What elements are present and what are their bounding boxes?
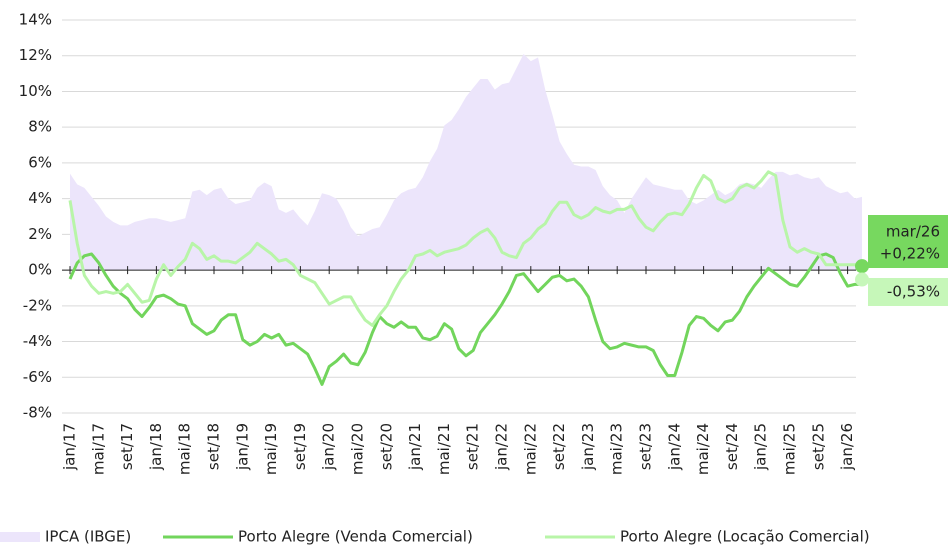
- y-tick-label: -2%: [23, 296, 52, 314]
- x-tick-label: jan/20: [320, 423, 338, 471]
- x-tick-label: mai/21: [435, 423, 453, 475]
- annotation-label: +0,22%: [880, 245, 940, 263]
- legend-label: Porto Alegre (Locação Comercial): [620, 528, 870, 546]
- x-tick-label: set/22: [550, 423, 568, 470]
- x-tick-label: set/21: [464, 423, 482, 470]
- x-tick-label: jan/23: [579, 423, 597, 471]
- annotation-label: -0,53%: [887, 283, 940, 301]
- annotation-date: mar/26: [886, 223, 940, 241]
- x-tick-label: jan/19: [233, 423, 251, 471]
- x-tick-label: set/24: [723, 423, 741, 470]
- area: [70, 53, 862, 271]
- x-tick-label: mai/20: [349, 423, 367, 475]
- annotation-box: [868, 278, 948, 306]
- annotation-point: [855, 272, 869, 287]
- x-tick-label: mai/18: [176, 423, 194, 475]
- x-tick-label: mai/19: [262, 423, 280, 475]
- y-tick-label: 2%: [28, 225, 52, 243]
- x-tick-label: jan/26: [838, 423, 856, 471]
- x-tick-label: set/25: [809, 423, 827, 470]
- x-tick-label: mai/25: [781, 423, 799, 475]
- x-tick-label: set/23: [637, 423, 655, 470]
- y-tick-label: 14%: [19, 11, 52, 29]
- x-tick-label: jan/21: [406, 423, 424, 471]
- x-tick-label: jan/24: [665, 423, 683, 471]
- x-tick-label: set/20: [377, 423, 395, 470]
- x-tick-label: jan/17: [61, 423, 79, 471]
- y-tick-label: -4%: [23, 332, 52, 350]
- annotation-point: [855, 259, 869, 274]
- x-tick-label: set/18: [205, 423, 223, 470]
- x-tick-label: mai/22: [521, 423, 539, 475]
- y-tick-label: -8%: [23, 404, 52, 422]
- x-tick-label: set/17: [118, 423, 136, 470]
- y-tick-label: 10%: [19, 82, 52, 100]
- line: [68, 252, 862, 386]
- x-tick-label: mai/24: [694, 423, 712, 475]
- annotation-box: [868, 215, 948, 268]
- x-tick-label: set/19: [291, 423, 309, 470]
- x-tick-label: jan/18: [147, 423, 165, 471]
- y-tick-label: 8%: [28, 118, 52, 136]
- x-tick-label: mai/23: [608, 423, 626, 475]
- y-tick-label: 4%: [28, 189, 52, 207]
- x-tick-label: mai/17: [89, 423, 107, 475]
- y-tick-label: 12%: [19, 46, 52, 64]
- line: [68, 170, 862, 327]
- legend-label: Porto Alegre (Venda Comercial): [238, 528, 473, 546]
- y-tick-label: -6%: [23, 368, 52, 386]
- legend-label: IPCA (IBGE): [45, 528, 131, 546]
- x-tick-label: jan/25: [752, 423, 770, 471]
- y-tick-label: 6%: [28, 153, 52, 171]
- y-tick-label: 0%: [28, 261, 52, 279]
- legend-swatch: [0, 532, 40, 542]
- x-tick-label: jan/22: [493, 423, 511, 471]
